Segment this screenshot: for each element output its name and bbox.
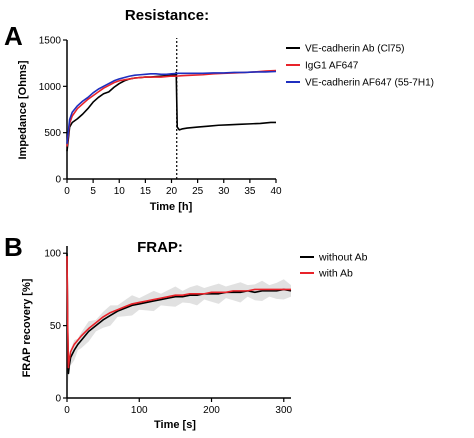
chart-frap: 0 100 200 300 0 50 100 without Ab with Ab (44, 246, 368, 416)
legend-label: VE-cadherin Ab (Cl75) (305, 44, 405, 55)
x-tick-label: 100 (131, 405, 148, 416)
chart-resistance: 0 5 10 15 20 25 30 35 40 0 500 1000 1500 VE-cadherin … (39, 36, 434, 198)
x-tick-label: 200 (203, 405, 220, 416)
y-tick-label: 1500 (39, 36, 62, 47)
x-tick-label: 20 (166, 186, 178, 197)
y-tick-label: 1000 (39, 82, 62, 93)
series-line-1 (66, 71, 276, 152)
x-tick-label: 5 (90, 186, 96, 197)
error-band (67, 247, 291, 384)
chart-b-xlabel: Time [s] (154, 419, 196, 431)
chart-a-ylabel: Impedance [Ohms] (17, 60, 29, 159)
chart-b-ylabel: FRAP recovery [%] (21, 278, 33, 377)
panel-b-letter: B (4, 232, 23, 262)
x-tick-label: 0 (64, 405, 70, 416)
y-tick-label: 0 (55, 175, 61, 186)
legend-label: with Ab (318, 268, 353, 280)
panel-a-letter: A (4, 21, 23, 51)
x-tick-label: 35 (244, 186, 256, 197)
panel-b-heading: FRAP: (137, 239, 183, 256)
y-tick-label: 500 (44, 128, 61, 139)
x-tick-label: 40 (270, 186, 282, 197)
x-tick-label: 300 (275, 405, 292, 416)
x-tick-label: 15 (140, 186, 152, 197)
legend-label: without Ab (318, 252, 368, 264)
x-tick-label: 30 (218, 186, 230, 197)
legend-label: IgG1 AF647 (305, 61, 359, 72)
chart-a-xlabel: Time [h] (150, 201, 193, 213)
panel-a-heading: Resistance: (125, 7, 209, 24)
x-tick-label: 25 (192, 186, 204, 197)
legend-label: VE-cadherin AF647 (55-7H1) (305, 78, 434, 89)
series-line-3 (66, 70, 277, 144)
series-line-2 (66, 256, 291, 369)
series-line-1 (66, 253, 292, 375)
y-tick-label: 0 (55, 394, 61, 405)
x-tick-label: 0 (64, 186, 70, 197)
y-tick-label: 50 (50, 321, 62, 332)
series-line-2 (66, 69, 277, 147)
y-tick-label: 100 (44, 249, 61, 260)
x-tick-label: 10 (114, 186, 126, 197)
